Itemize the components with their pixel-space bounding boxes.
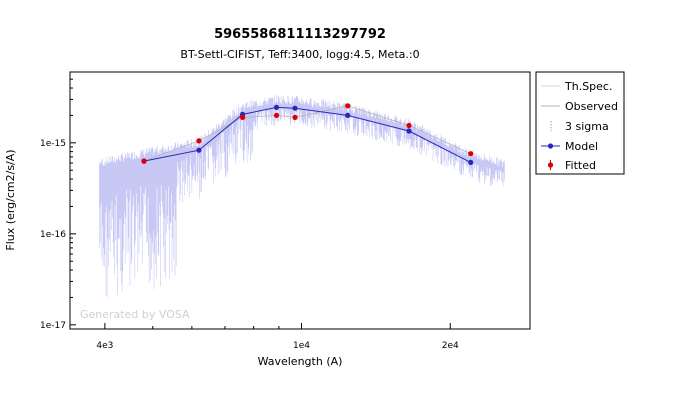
fitted-point [292,114,298,120]
legend-swatch-fitted-marker [547,162,554,168]
observed-series [143,105,471,162]
observed-line [143,105,471,162]
legend-box [535,71,625,175]
legend-label-3sigma: 3 sigma [565,120,609,133]
model-point [345,112,351,118]
fitted-point [406,122,412,129]
legend-swatch-model-marker [547,143,554,149]
plot-frame [69,71,531,330]
legend-item-observed: Observed [541,100,618,113]
model-series [141,104,474,165]
fitted-series [141,103,474,164]
legend: Th.Spec. Observed 3 sigma Model Fitted [535,71,625,175]
fitted-point [141,158,147,164]
legend-label-observed: Observed [565,100,618,113]
model-point [292,105,298,111]
legend-item-fitted: Fitted [547,159,596,172]
fitted-point [345,103,351,109]
x-tick-label: 4e3 [96,341,113,351]
plot-area: Generated by VOSA [69,71,531,330]
x-tick-label: 1e4 [293,341,310,351]
model-point [406,128,412,134]
model-line [143,106,471,163]
fitted-point [468,151,474,157]
legend-label-model: Model [565,140,598,153]
x-axis-label: Wavelength (A) [258,355,343,368]
axis-ticks [70,78,451,329]
y-axis-label: Flux (erg/cm2/s/A) [4,149,17,250]
spectrum-trace [99,95,505,298]
legend-item-model: Model [541,140,598,153]
legend-item-3sigma: 3 sigma [550,120,609,133]
legend-label-thspec: Th.Spec. [564,80,612,93]
model-point [468,159,474,165]
y-tick-label: 1e-15 [40,139,66,149]
fitted-point [273,112,280,118]
fitted-point [240,114,246,120]
theoretical-spectrum [99,95,505,298]
y-tick-label: 1e-17 [40,321,66,331]
chart-subtitle: BT-Settl-CIFIST, Teff:3400, logg:4.5, Me… [180,48,419,61]
x-tick-label: 2e4 [442,341,459,351]
y-tick-label: 1e-16 [40,230,66,240]
model-point [273,104,280,110]
fitted-point [196,138,202,144]
model-point [196,147,202,153]
watermark: Generated by VOSA [80,308,190,321]
legend-item-thspec: Th.Spec. [541,80,612,93]
chart-title: 5965586811113297792 [214,27,386,42]
legend-label-fitted: Fitted [565,159,596,172]
tick-labels: 1e-17 1e-16 1e-15 4e3 1e4 2e4 [40,139,459,351]
